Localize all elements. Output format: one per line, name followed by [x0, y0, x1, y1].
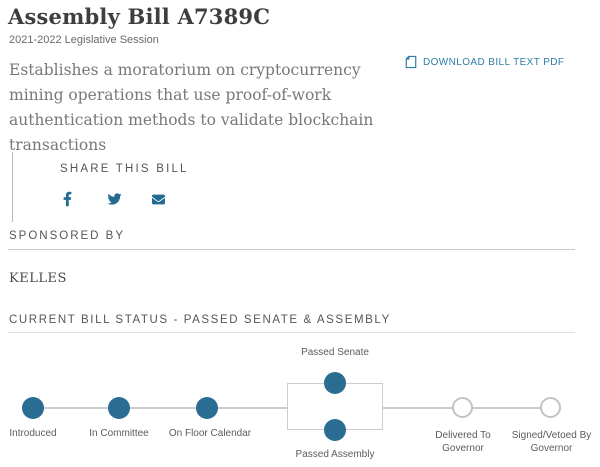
timeline-ring-delivered-to-governor [452, 397, 473, 418]
timeline-label-introduced: Introduced [9, 428, 57, 439]
timeline-label-delivered-to-governor: Delivered To Governor [435, 430, 491, 454]
timeline-dot-passed-assembly [324, 419, 346, 441]
twitter-icon[interactable] [105, 192, 123, 206]
timeline-ring-signed-vetoed [540, 397, 561, 418]
current-bill-status-label: CURRENT BILL STATUS - PASSED SENATE & AS… [9, 314, 391, 326]
sponsored-divider [8, 249, 575, 250]
timeline-label-on-floor-calendar: On Floor Calendar [168, 428, 252, 439]
document-icon [405, 55, 417, 69]
download-bill-label: DOWNLOAD BILL TEXT PDF [423, 56, 565, 68]
email-icon[interactable] [149, 193, 167, 206]
download-bill-text-pdf-link[interactable]: DOWNLOAD BILL TEXT PDF [405, 55, 564, 69]
status-divider [8, 332, 575, 333]
sponsor-name[interactable]: KELLES [9, 271, 67, 286]
timeline-dot-passed-senate [324, 372, 346, 394]
timeline-label-passed-assembly: Passed Assembly [295, 449, 375, 460]
timeline-line-left [33, 407, 287, 409]
timeline-dot-introduced [22, 397, 44, 419]
share-icons [61, 191, 167, 207]
share-this-bill-label: SHARE THIS BILL [60, 163, 189, 175]
page-title: Assembly Bill A7389C [8, 4, 271, 29]
bill-description: Establishes a moratorium on cryptocurren… [9, 61, 374, 154]
timeline-dot-in-committee [108, 397, 130, 419]
timeline-label-signed-vetoed-by-governor: Signed/Vetoed By Governor [511, 430, 592, 454]
timeline-label-in-committee: In Committee [89, 428, 149, 439]
legislative-session: 2021-2022 Legislative Session [9, 34, 159, 46]
timeline-label-passed-senate: Passed Senate [301, 347, 369, 358]
sponsored-by-label: SPONSORED BY [9, 230, 126, 242]
share-section-rule [12, 152, 13, 222]
timeline-dot-on-floor-calendar [196, 397, 218, 419]
facebook-icon[interactable] [61, 191, 74, 207]
